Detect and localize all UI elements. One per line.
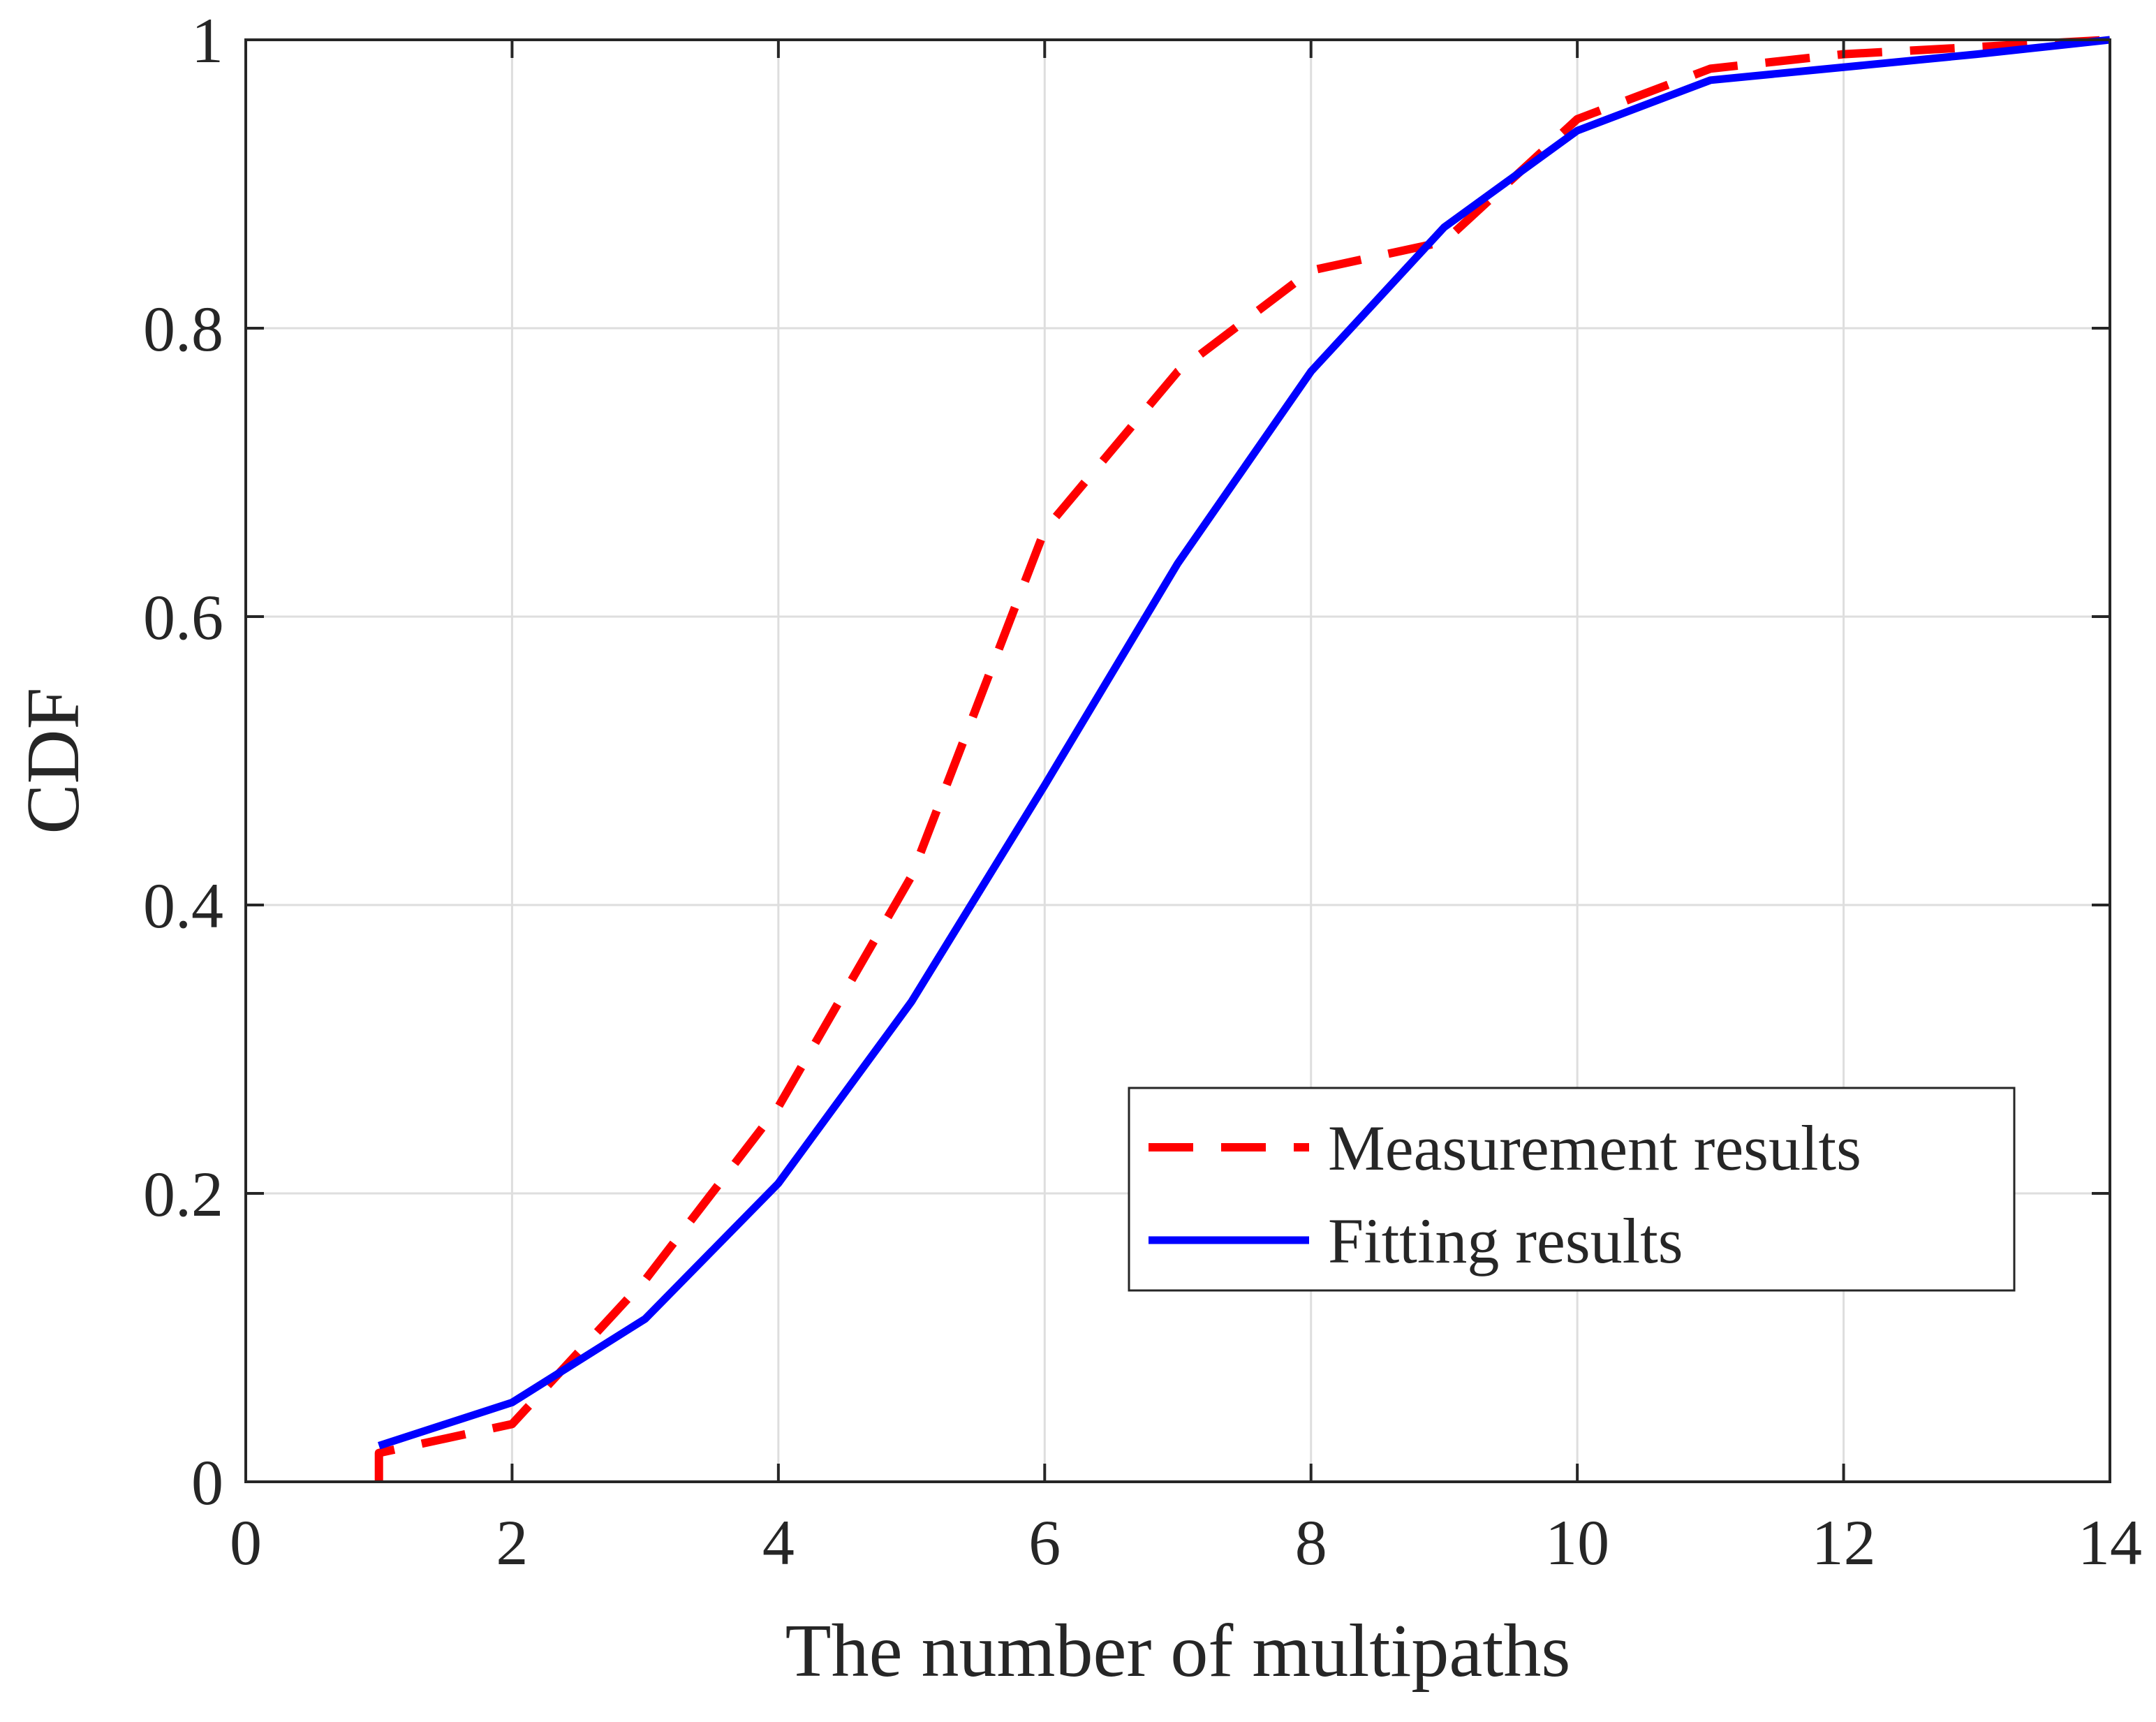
data-point-measurement-results [1044, 529, 1045, 531]
data-point-fitting-results [1443, 226, 1445, 228]
data-point-fitting-results [911, 1001, 913, 1002]
data-point-measurement-results [1710, 68, 1711, 69]
data-point-measurement-results [1976, 46, 1977, 47]
data-point-fitting-results [1310, 371, 1312, 372]
data-point-fitting-results [1710, 80, 1711, 81]
data-point-fitting-results [1577, 130, 1578, 131]
y-tick-label: 0.8 [143, 293, 223, 365]
data-point-fitting-results [1044, 785, 1045, 786]
x-tick-label: 4 [762, 1507, 795, 1578]
y-tick-label: 0.4 [143, 870, 223, 941]
data-point-measurement-results [644, 1279, 646, 1281]
x-tick-label: 6 [1028, 1507, 1061, 1578]
data-point-fitting-results [511, 1401, 512, 1403]
data-point-measurement-results [378, 1452, 380, 1454]
data-point-fitting-results [1976, 54, 1977, 55]
y-axis-label: CDF [12, 687, 95, 834]
data-point-measurement-results [1577, 119, 1578, 120]
x-tick-label: 10 [1545, 1507, 1609, 1578]
data-point-measurement-results [1443, 241, 1445, 242]
data-point-fitting-results [1843, 66, 1845, 68]
data-point-measurement-results [1177, 371, 1179, 372]
x-tick-label: 12 [1812, 1507, 1876, 1578]
y-tick-label: 1 [191, 5, 223, 76]
x-tick-label: 0 [230, 1507, 262, 1578]
data-point-fitting-results [644, 1318, 646, 1320]
data-point-fitting-results [378, 1445, 380, 1446]
data-point-fitting-results [1177, 563, 1179, 564]
legend-label-fitting: Fitting results [1328, 1205, 1683, 1276]
x-axis-label: The number of multipaths [785, 1610, 1571, 1693]
x-tick-label: 8 [1295, 1507, 1327, 1578]
y-tick-label: 0.6 [143, 582, 223, 653]
x-tick-label: 2 [496, 1507, 528, 1578]
data-point-measurement-results [1310, 270, 1312, 271]
legend-label-measurement: Measurement results [1328, 1112, 1861, 1184]
series-layer [374, 36, 2111, 1482]
y-tick-label: 0.2 [143, 1158, 223, 1230]
data-point-measurement-results [778, 1106, 779, 1107]
y-tick-label: 0 [191, 1447, 223, 1518]
plot-frame [244, 38, 2111, 1483]
x-tick-label: 14 [2078, 1507, 2142, 1578]
tick-layer: 0 2 4 6 8 10 12 14 0 0.2 0.4 0.6 0.8 1 [143, 5, 2142, 1578]
data-point-measurement-results [911, 876, 913, 877]
legend-box [1128, 1087, 2016, 1292]
legend: Measurement results Fitting results [1128, 1087, 2016, 1292]
data-point-fitting-results [778, 1183, 779, 1184]
data-point-measurement-results [511, 1423, 512, 1425]
series-line-fitting-results [378, 36, 2111, 1450]
